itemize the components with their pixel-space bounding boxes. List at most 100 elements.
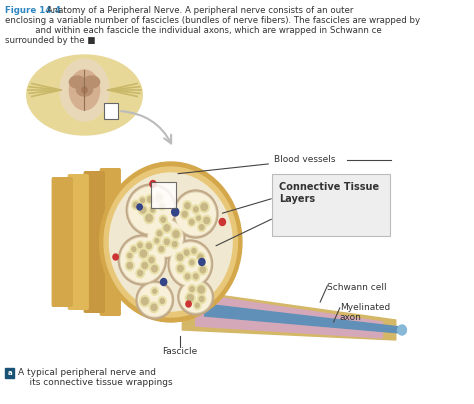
Text: a: a	[8, 370, 12, 376]
Bar	[104, 103, 118, 119]
Circle shape	[160, 299, 164, 303]
Circle shape	[184, 250, 189, 255]
Circle shape	[140, 207, 146, 213]
Circle shape	[182, 212, 187, 217]
Circle shape	[198, 295, 206, 303]
Circle shape	[144, 213, 154, 224]
Ellipse shape	[171, 243, 210, 285]
FancyBboxPatch shape	[272, 174, 390, 236]
Circle shape	[153, 237, 161, 245]
Circle shape	[149, 302, 159, 313]
Ellipse shape	[178, 279, 213, 315]
Circle shape	[187, 295, 193, 301]
Circle shape	[190, 287, 194, 291]
Circle shape	[158, 202, 165, 210]
Circle shape	[145, 241, 153, 251]
Circle shape	[197, 216, 201, 220]
Ellipse shape	[109, 173, 232, 311]
FancyBboxPatch shape	[52, 177, 73, 307]
Circle shape	[130, 245, 137, 253]
Circle shape	[140, 250, 146, 257]
Circle shape	[82, 87, 87, 93]
FancyArrowPatch shape	[121, 111, 171, 143]
Circle shape	[198, 286, 204, 293]
Circle shape	[140, 261, 149, 270]
Circle shape	[137, 204, 142, 210]
Circle shape	[198, 254, 203, 260]
Bar	[5, 368, 14, 378]
Circle shape	[181, 210, 189, 219]
Ellipse shape	[129, 187, 173, 233]
Text: enclosing a variable number of fascicles (bundles of nerve fibers). The fascicle: enclosing a variable number of fascicles…	[5, 16, 420, 25]
Circle shape	[193, 274, 198, 279]
Ellipse shape	[126, 184, 176, 236]
Ellipse shape	[147, 219, 183, 257]
Polygon shape	[182, 290, 396, 340]
Circle shape	[192, 205, 200, 214]
Ellipse shape	[148, 220, 182, 256]
Circle shape	[198, 223, 206, 232]
Circle shape	[138, 243, 142, 248]
Circle shape	[151, 287, 158, 295]
Circle shape	[172, 208, 179, 216]
Circle shape	[132, 200, 140, 210]
Circle shape	[157, 244, 165, 254]
Circle shape	[162, 223, 172, 233]
Circle shape	[150, 263, 159, 274]
Ellipse shape	[173, 190, 218, 238]
Circle shape	[153, 289, 156, 293]
Ellipse shape	[136, 281, 173, 319]
Ellipse shape	[146, 217, 185, 259]
Circle shape	[176, 263, 185, 274]
Circle shape	[183, 201, 192, 210]
Circle shape	[161, 278, 167, 286]
Circle shape	[202, 215, 211, 225]
Circle shape	[194, 207, 198, 212]
Circle shape	[149, 257, 154, 263]
Circle shape	[183, 272, 191, 281]
Bar	[151, 182, 176, 208]
Circle shape	[136, 268, 145, 278]
Ellipse shape	[27, 55, 142, 135]
Circle shape	[146, 215, 152, 222]
Circle shape	[200, 297, 204, 301]
Circle shape	[173, 231, 179, 238]
Circle shape	[152, 265, 157, 272]
Ellipse shape	[180, 281, 212, 313]
Circle shape	[175, 252, 184, 262]
Circle shape	[192, 272, 200, 281]
Text: Blood vessels: Blood vessels	[178, 156, 336, 174]
Circle shape	[199, 259, 205, 265]
Circle shape	[171, 229, 181, 240]
Ellipse shape	[181, 282, 211, 312]
Circle shape	[185, 274, 190, 279]
Circle shape	[185, 292, 195, 303]
Circle shape	[127, 263, 132, 269]
Text: Myelinated
axon: Myelinated axon	[340, 303, 390, 322]
Ellipse shape	[120, 237, 164, 283]
Circle shape	[125, 261, 134, 271]
Circle shape	[146, 243, 151, 249]
Circle shape	[185, 203, 190, 208]
Ellipse shape	[170, 242, 211, 286]
FancyBboxPatch shape	[100, 168, 121, 316]
Circle shape	[155, 229, 164, 238]
Circle shape	[138, 205, 147, 215]
Circle shape	[158, 297, 166, 305]
Text: Schwann cell: Schwann cell	[328, 283, 387, 292]
Circle shape	[398, 325, 407, 335]
Circle shape	[138, 270, 143, 276]
Circle shape	[160, 204, 164, 208]
Circle shape	[113, 254, 118, 260]
Circle shape	[146, 195, 155, 204]
Circle shape	[157, 231, 162, 236]
Circle shape	[142, 297, 148, 305]
Circle shape	[177, 254, 182, 260]
Circle shape	[178, 265, 183, 271]
Circle shape	[128, 253, 132, 258]
Circle shape	[155, 192, 164, 202]
Circle shape	[151, 304, 157, 311]
Circle shape	[188, 258, 196, 267]
Circle shape	[149, 206, 156, 214]
Ellipse shape	[128, 186, 174, 234]
